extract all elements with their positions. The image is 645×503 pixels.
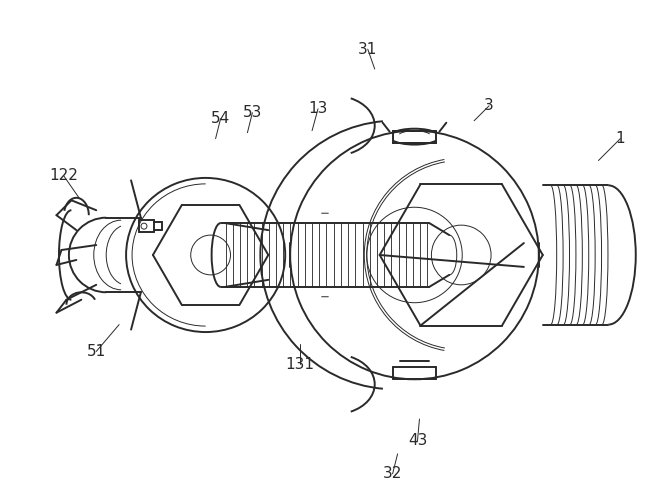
Text: 53: 53 <box>243 105 262 120</box>
Text: 131: 131 <box>286 357 315 372</box>
Text: 43: 43 <box>408 434 427 449</box>
Text: 1: 1 <box>615 131 625 146</box>
Text: 122: 122 <box>49 168 78 183</box>
Text: 13: 13 <box>308 101 328 116</box>
Text: 3: 3 <box>484 98 494 113</box>
Text: 31: 31 <box>358 42 377 57</box>
Text: 32: 32 <box>383 466 402 481</box>
Text: 51: 51 <box>86 344 106 359</box>
Text: 54: 54 <box>211 111 230 126</box>
